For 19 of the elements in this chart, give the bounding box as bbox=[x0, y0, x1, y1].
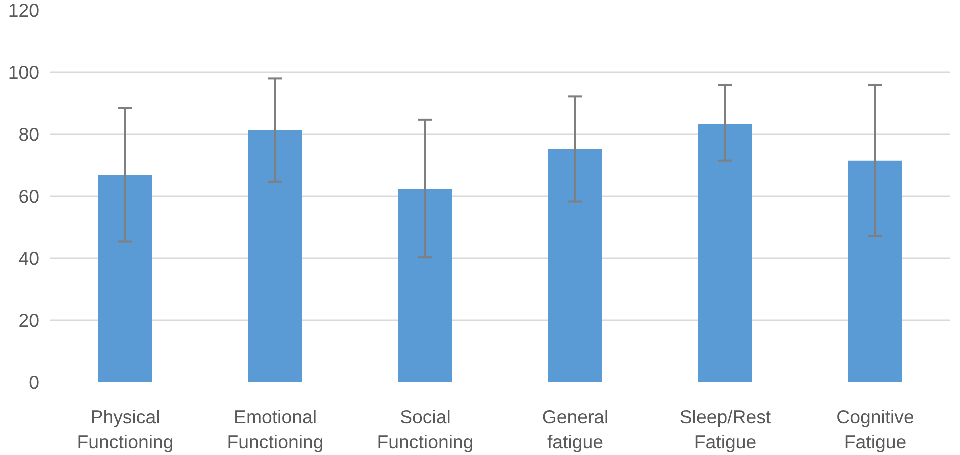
bar bbox=[848, 160, 902, 382]
bar bbox=[398, 189, 452, 382]
y-tick-label: 80 bbox=[18, 124, 40, 145]
bar bbox=[248, 130, 302, 382]
y-tick-label: 100 bbox=[8, 62, 40, 83]
x-tick-label: Physical Functioning bbox=[77, 406, 174, 453]
y-tick-label: 120 bbox=[8, 0, 40, 21]
x-tick-label: General fatigue bbox=[542, 406, 609, 453]
bar bbox=[548, 149, 602, 382]
y-tick-label: 60 bbox=[18, 186, 40, 207]
bar bbox=[698, 124, 752, 382]
x-tick-label: Sleep/Rest Fatigue bbox=[680, 406, 772, 453]
x-tick-label: Cognitive Fatigue bbox=[836, 406, 914, 453]
y-tick-label: 40 bbox=[18, 248, 40, 269]
y-tick-label: 20 bbox=[18, 310, 40, 331]
x-tick-label: Emotional Functioning bbox=[227, 406, 324, 453]
x-tick-label: Social Functioning bbox=[377, 406, 474, 453]
y-tick-label: 0 bbox=[29, 372, 40, 393]
bar bbox=[98, 175, 152, 382]
